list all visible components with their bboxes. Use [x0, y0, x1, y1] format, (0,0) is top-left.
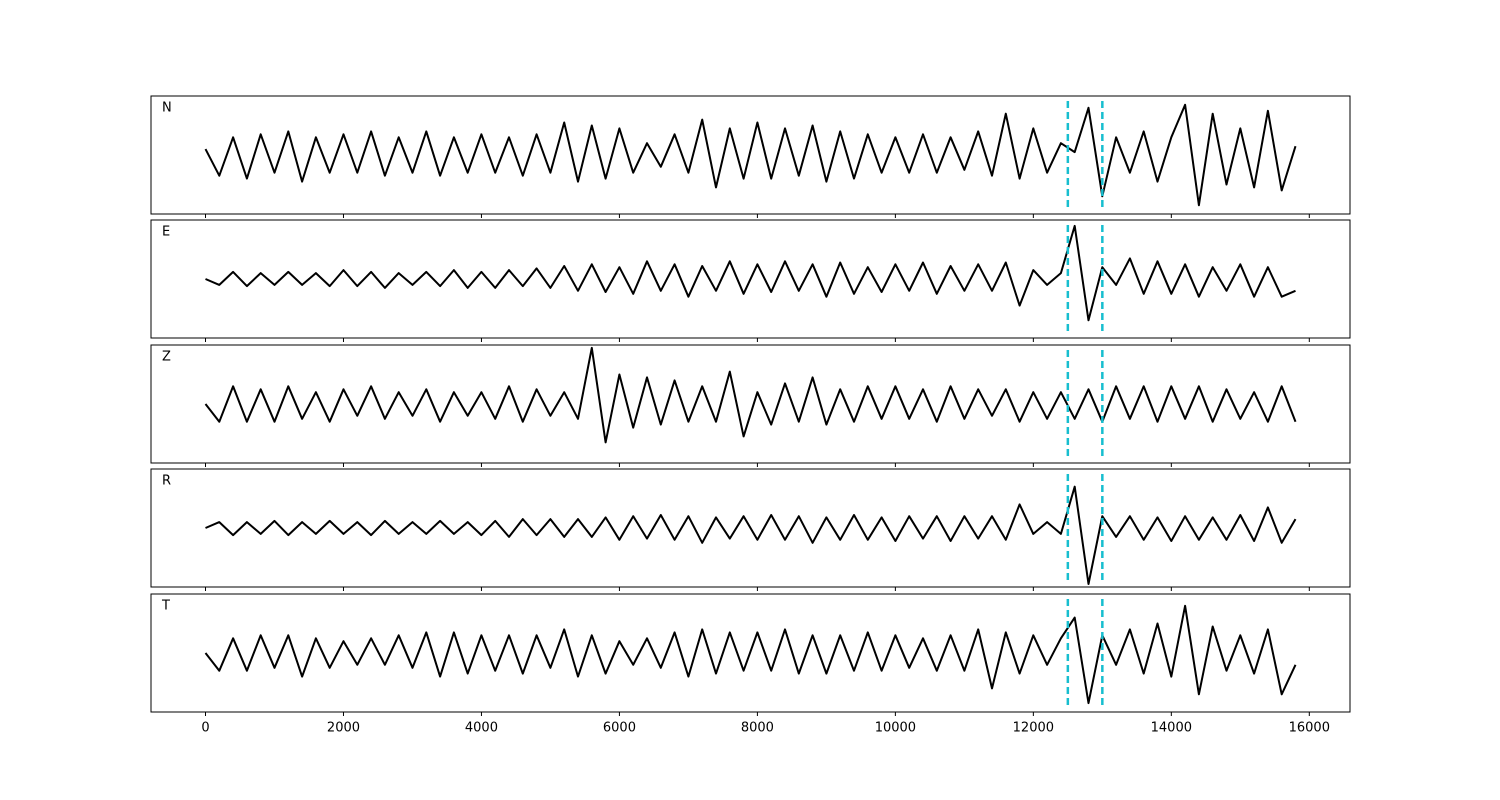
trace — [204, 346, 1297, 444]
x-tick-label: 4000 — [465, 721, 498, 736]
x-tick-label: 6000 — [603, 721, 636, 736]
panel-label: N — [162, 101, 172, 116]
panel-frame — [150, 95, 1351, 215]
trace — [205, 485, 1297, 585]
trace — [204, 604, 1297, 705]
x-tick-label: 10000 — [875, 721, 916, 736]
x-tick-label: 0 — [201, 721, 209, 736]
x-tick-label: 8000 — [741, 721, 774, 736]
panel-frame — [150, 593, 1351, 713]
panel-frame — [150, 468, 1351, 588]
panel-frame — [150, 344, 1351, 464]
trace — [205, 224, 1296, 322]
panel-label: T — [161, 599, 170, 614]
x-tick-label: 12000 — [1013, 721, 1054, 736]
x-tick-label: 16000 — [1289, 721, 1330, 736]
panel-label: Z — [162, 350, 171, 365]
x-tick-label: 14000 — [1151, 721, 1192, 736]
x-tick-label: 2000 — [327, 721, 360, 736]
trace — [204, 103, 1297, 207]
panel-label: E — [162, 225, 170, 240]
panel-label: R — [162, 474, 171, 489]
panel-frame — [150, 219, 1351, 339]
